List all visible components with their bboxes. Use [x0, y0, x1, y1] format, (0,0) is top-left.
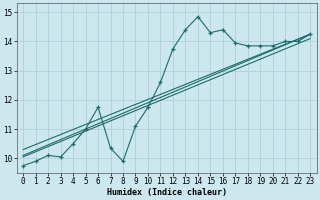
X-axis label: Humidex (Indice chaleur): Humidex (Indice chaleur) [107, 188, 227, 197]
